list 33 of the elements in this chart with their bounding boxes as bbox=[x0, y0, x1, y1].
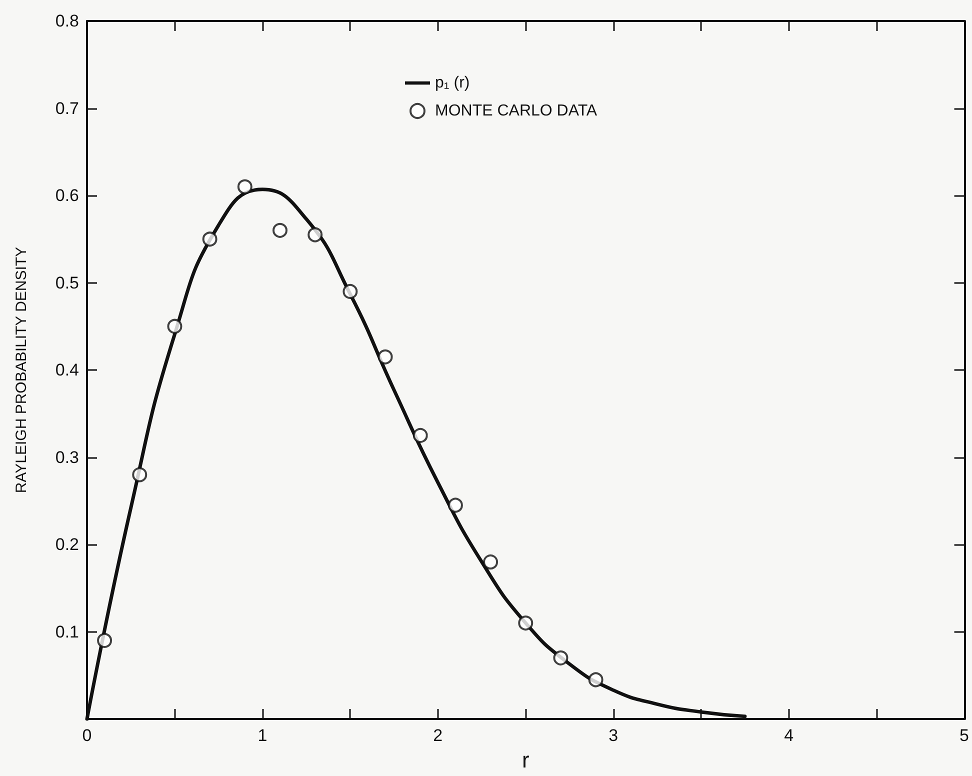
point bbox=[167, 318, 182, 334]
point bbox=[378, 349, 393, 364]
y-tick-label: 0.1 bbox=[55, 622, 79, 642]
legend-label: p₁ (r) bbox=[435, 74, 470, 92]
y-axis-title: RAYLEIGH PROBABILITY DENSITY bbox=[13, 246, 30, 494]
point bbox=[97, 632, 112, 648]
point bbox=[342, 284, 358, 299]
point bbox=[588, 672, 604, 688]
x-axis-title: r bbox=[522, 748, 530, 772]
y-tick-label: 0.3 bbox=[55, 448, 79, 467]
x-tick-label: 5 bbox=[960, 726, 970, 745]
x-tick-label: 1 bbox=[258, 726, 268, 745]
x-tick-label: 4 bbox=[784, 726, 794, 745]
x-tick-label: 0 bbox=[82, 726, 92, 745]
point bbox=[483, 554, 498, 570]
y-tick-label: 0.4 bbox=[55, 360, 79, 380]
point bbox=[237, 179, 252, 194]
point bbox=[448, 498, 463, 513]
point bbox=[308, 227, 323, 242]
legend-label: MONTE CARLO DATA bbox=[435, 102, 598, 120]
point bbox=[553, 650, 568, 666]
x-tick-label: 2 bbox=[433, 726, 443, 745]
point bbox=[272, 222, 288, 238]
y-tick-label: 0.2 bbox=[55, 535, 79, 554]
x-tick-label: 3 bbox=[608, 726, 618, 745]
y-tick-label: 0.6 bbox=[55, 186, 79, 205]
point bbox=[518, 616, 534, 631]
point bbox=[202, 232, 218, 247]
y-tick-label: 0.5 bbox=[55, 273, 79, 292]
point bbox=[412, 428, 428, 443]
y-tick-label: 0.8 bbox=[55, 12, 79, 30]
point bbox=[132, 467, 148, 482]
y-tick-label: 0.7 bbox=[55, 98, 79, 118]
